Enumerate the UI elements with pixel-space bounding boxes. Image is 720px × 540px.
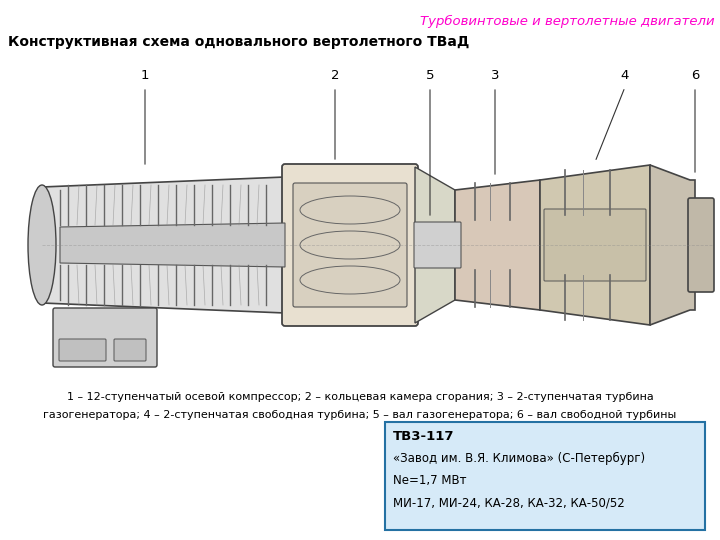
FancyBboxPatch shape <box>385 422 705 530</box>
Ellipse shape <box>28 185 56 305</box>
Text: Конструктивная схема одновального вертолетного ТВаД: Конструктивная схема одновального вертол… <box>8 35 469 49</box>
Text: 1 – 12-ступенчатый осевой компрессор; 2 – кольцевая камера сгорания; 3 – 2-ступе: 1 – 12-ступенчатый осевой компрессор; 2 … <box>67 392 653 402</box>
FancyBboxPatch shape <box>414 222 461 268</box>
FancyBboxPatch shape <box>688 198 714 292</box>
Text: ТВ3-117: ТВ3-117 <box>393 430 454 443</box>
Text: 6: 6 <box>690 69 699 82</box>
Polygon shape <box>60 223 285 267</box>
FancyBboxPatch shape <box>59 339 106 361</box>
Polygon shape <box>650 165 695 325</box>
Text: 3: 3 <box>491 69 499 82</box>
Text: Турбовинтовые и вертолетные двигатели: Турбовинтовые и вертолетные двигатели <box>420 15 715 28</box>
Text: 5: 5 <box>426 69 434 82</box>
Polygon shape <box>42 177 285 313</box>
Polygon shape <box>540 165 650 325</box>
Polygon shape <box>455 180 540 310</box>
FancyBboxPatch shape <box>53 308 157 367</box>
Text: 4: 4 <box>621 69 629 82</box>
Text: газогенератора; 4 – 2-ступенчатая свободная турбина; 5 – вал газогенератора; 6 –: газогенератора; 4 – 2-ступенчатая свобод… <box>43 410 677 420</box>
Text: «Завод им. В.Я. Климова» (С-Петербург): «Завод им. В.Я. Климова» (С-Петербург) <box>393 452 645 465</box>
Text: Ne=1,7 МВт: Ne=1,7 МВт <box>393 474 467 487</box>
FancyBboxPatch shape <box>293 183 407 307</box>
Text: 1: 1 <box>140 69 149 82</box>
Text: 2: 2 <box>330 69 339 82</box>
FancyBboxPatch shape <box>544 209 646 281</box>
Text: МИ-17, МИ-24, КА-28, КА-32, КА-50/52: МИ-17, МИ-24, КА-28, КА-32, КА-50/52 <box>393 496 625 509</box>
FancyBboxPatch shape <box>114 339 146 361</box>
FancyBboxPatch shape <box>282 164 418 326</box>
Polygon shape <box>415 167 455 323</box>
